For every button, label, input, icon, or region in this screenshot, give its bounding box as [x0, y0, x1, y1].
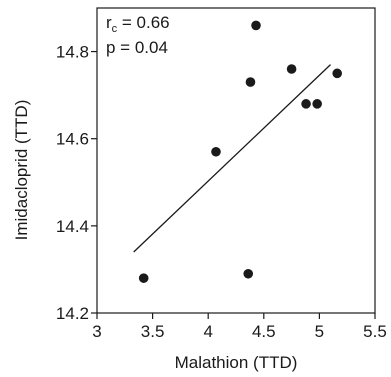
y-axis-label: Imidacloprid (TTD)	[12, 100, 31, 241]
data-point	[138, 273, 149, 283]
y-tick-label: 14.8	[56, 43, 89, 62]
data-point	[245, 77, 256, 87]
data-point	[211, 146, 221, 157]
x-tick-label: 5.5	[363, 322, 387, 341]
data-point	[286, 64, 297, 74]
p-value-annotation: p = 0.04	[106, 38, 168, 57]
y-tick-label: 14.2	[56, 304, 89, 323]
r-subscript: c	[112, 23, 118, 35]
y-tick-label: 14.4	[56, 217, 89, 236]
x-axis-label: Malathion (TTD)	[175, 353, 298, 372]
r-value: = 0.66	[117, 13, 169, 32]
y-axis: 14.2 14.4 14.6 14.8	[56, 43, 97, 323]
x-tick-label: 4.5	[252, 322, 276, 341]
y-tick-label: 14.6	[56, 130, 89, 149]
regression-line-group	[133, 64, 331, 253]
x-tick-label: 5	[315, 322, 324, 341]
x-axis: 3 3.5 4 4.5 5 5.5	[92, 313, 387, 341]
data-point	[243, 268, 254, 279]
data-point	[251, 20, 261, 31]
regression-line	[133, 64, 331, 253]
x-tick-label: 3.5	[141, 322, 165, 341]
plot-border	[96, 7, 376, 314]
x-tick-label: 4	[203, 322, 212, 341]
plot-frame	[96, 7, 376, 314]
data-points	[138, 20, 342, 283]
data-point	[312, 99, 322, 109]
data-point	[301, 99, 311, 109]
data-point	[332, 68, 342, 79]
x-tick-label: 3	[92, 322, 101, 341]
r-symbol: r	[106, 13, 112, 32]
correlation-annotation: rc = 0.66	[106, 13, 170, 35]
